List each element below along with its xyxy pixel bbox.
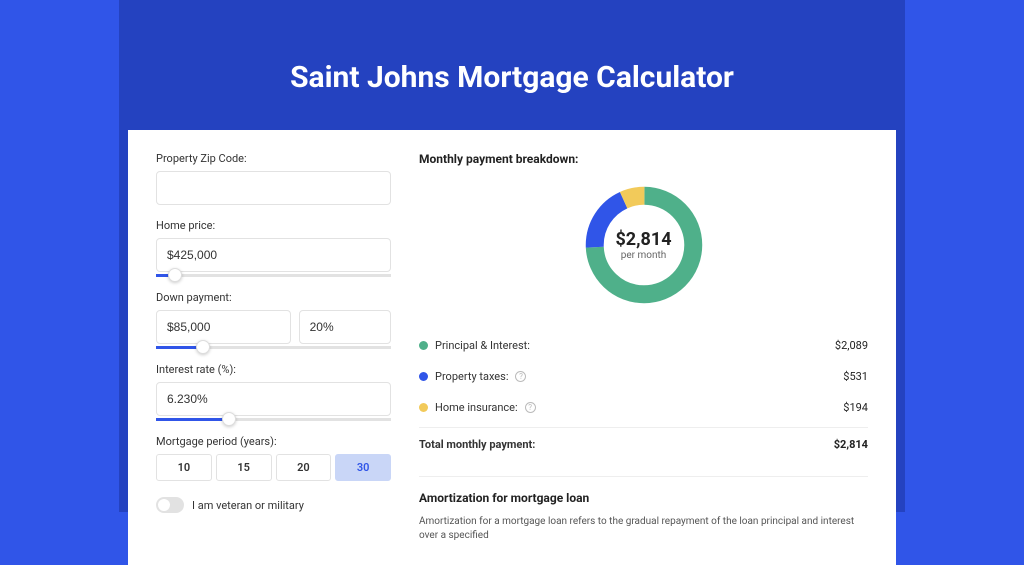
legend-dot — [419, 372, 428, 381]
slider-thumb[interactable] — [222, 412, 236, 426]
period-btn-30[interactable]: 30 — [335, 454, 391, 481]
down-payment-slider[interactable] — [156, 346, 391, 349]
legend-dot — [419, 341, 428, 350]
breakdown-label: Home insurance: — [435, 401, 518, 414]
calculator-card: Property Zip Code: Home price: Down paym… — [128, 130, 896, 565]
breakdown-label: Principal & Interest: — [435, 339, 530, 352]
toggle-knob — [158, 499, 170, 511]
breakdown-title: Monthly payment breakdown: — [419, 152, 868, 166]
down-payment-percent-input[interactable] — [299, 310, 391, 344]
interest-rate-label: Interest rate (%): — [156, 363, 391, 376]
slider-fill — [156, 418, 229, 421]
donut-center: $2,814 per month — [615, 229, 671, 261]
info-icon[interactable]: ? — [515, 371, 526, 382]
breakdown-value: $531 — [843, 370, 868, 383]
home-price-label: Home price: — [156, 219, 391, 232]
veteran-row: I am veteran or military — [156, 497, 391, 513]
down-payment-label: Down payment: — [156, 291, 391, 304]
down-payment-inputs — [156, 310, 391, 344]
period-btn-20[interactable]: 20 — [276, 454, 332, 481]
breakdown-column: Monthly payment breakdown: $2,814 per mo… — [419, 152, 868, 543]
breakdown-row: Home insurance:? $194 — [419, 392, 868, 423]
period-buttons: 10152030 — [156, 454, 391, 481]
period-btn-15[interactable]: 15 — [216, 454, 272, 481]
slider-thumb[interactable] — [168, 268, 182, 282]
home-price-input[interactable] — [156, 238, 391, 272]
breakdown-value: $2,089 — [835, 339, 868, 352]
amortization-section: Amortization for mortgage loan Amortizat… — [419, 476, 868, 543]
donut-amount: $2,814 — [615, 229, 671, 250]
veteran-label: I am veteran or military — [192, 499, 304, 512]
breakdown-value: $194 — [843, 401, 868, 414]
interest-rate-group: Interest rate (%): — [156, 363, 391, 421]
info-icon[interactable]: ? — [525, 402, 536, 413]
down-payment-group: Down payment: — [156, 291, 391, 349]
zip-label: Property Zip Code: — [156, 152, 391, 165]
donut-sub: per month — [615, 250, 671, 261]
amortization-title: Amortization for mortgage loan — [419, 491, 868, 505]
zip-field-group: Property Zip Code: — [156, 152, 391, 205]
slider-thumb[interactable] — [196, 340, 210, 354]
legend-dot — [419, 403, 428, 412]
inputs-column: Property Zip Code: Home price: Down paym… — [156, 152, 391, 543]
page-title: Saint Johns Mortgage Calculator — [0, 60, 1024, 95]
breakdown-row: Principal & Interest: $2,089 — [419, 330, 868, 361]
mortgage-period-label: Mortgage period (years): — [156, 435, 391, 448]
breakdown-rows: Principal & Interest: $2,089 Property taxe… — [419, 330, 868, 423]
interest-rate-input[interactable] — [156, 382, 391, 416]
total-label: Total monthly payment: — [419, 438, 535, 451]
total-value: $2,814 — [834, 438, 868, 451]
mortgage-period-group: Mortgage period (years): 10152030 — [156, 435, 391, 481]
zip-input[interactable] — [156, 171, 391, 205]
breakdown-label: Property taxes: — [435, 370, 508, 383]
amortization-text: Amortization for a mortgage loan refers … — [419, 515, 868, 543]
home-price-group: Home price: — [156, 219, 391, 277]
down-payment-amount-input[interactable] — [156, 310, 291, 344]
period-btn-10[interactable]: 10 — [156, 454, 212, 481]
donut-chart-wrap: $2,814 per month — [419, 180, 868, 310]
breakdown-row: Property taxes:? $531 — [419, 361, 868, 392]
veteran-toggle[interactable] — [156, 497, 184, 513]
interest-rate-slider[interactable] — [156, 418, 391, 421]
total-row: Total monthly payment: $2,814 — [419, 427, 868, 460]
home-price-slider[interactable] — [156, 274, 391, 277]
